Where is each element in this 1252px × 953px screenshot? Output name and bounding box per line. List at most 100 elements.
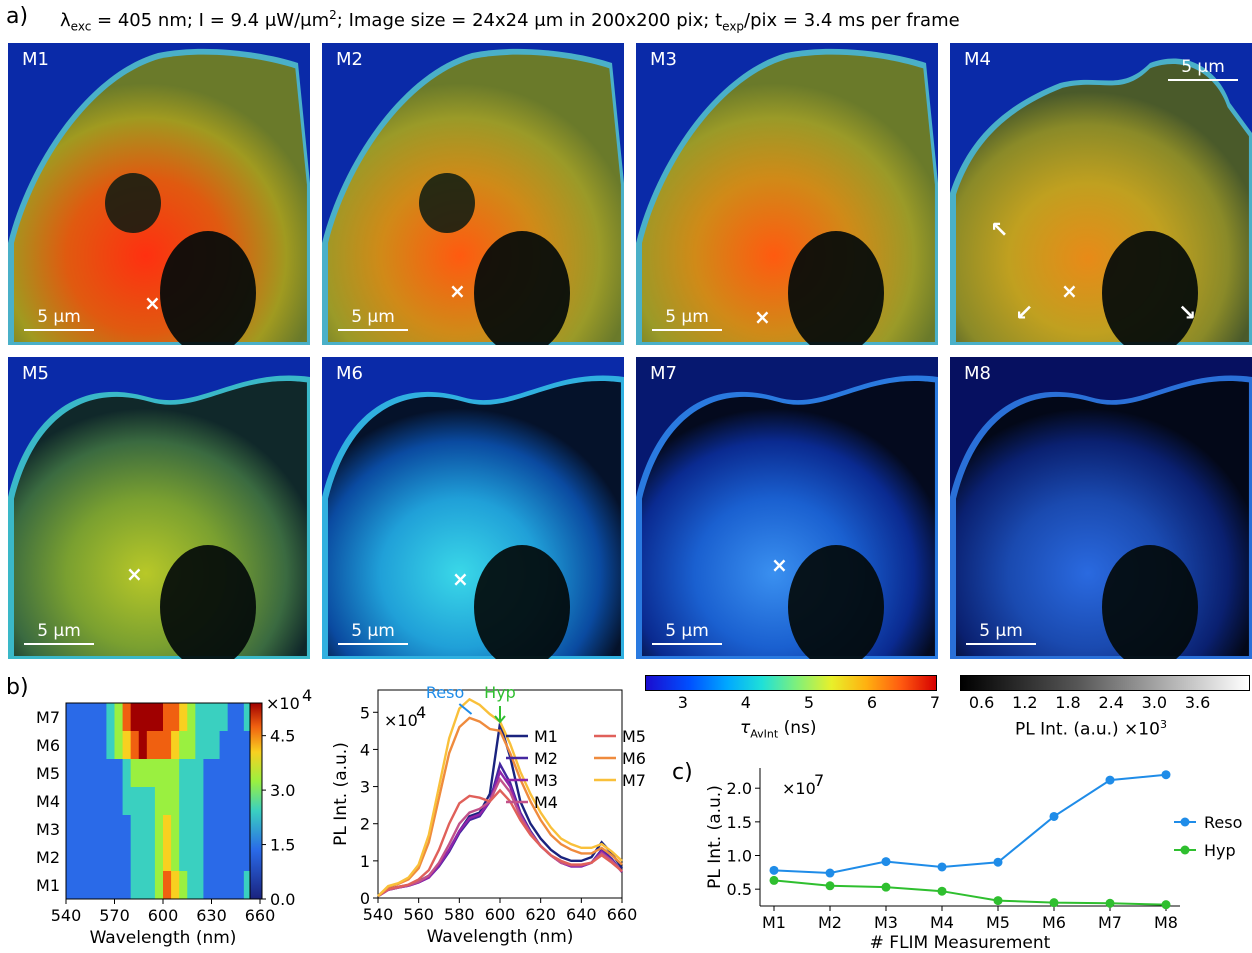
heatmap-cell — [82, 843, 91, 872]
heatmap-cell — [211, 787, 221, 816]
heatmap-cell — [146, 815, 156, 844]
heatmap-cell — [219, 871, 229, 900]
heatmap-colorbar-exponent-power: 4 — [302, 686, 312, 705]
heatmap-cell — [90, 871, 99, 900]
heatmap-cell — [122, 843, 132, 872]
heatmap-cell — [179, 843, 188, 872]
scale-bar: 5 μm — [338, 621, 408, 645]
heatmap-cell — [74, 871, 83, 900]
heatmap-cell — [130, 815, 140, 844]
cross-marker: × — [126, 562, 143, 586]
heatmap-cell — [154, 787, 164, 816]
colorbar-tick-label: 3 — [677, 693, 688, 712]
heatmap-cell — [106, 815, 115, 844]
heatmap-row-label: M4 — [36, 792, 60, 811]
heatmap-cell — [203, 843, 212, 872]
spectral-heatmap: M7 M6 M5 M4 M3 M2 M1 540 570 600 630 660 Wavelength … — [36, 686, 312, 948]
trend-x-tick: M3 — [874, 913, 898, 932]
heatmap-cell — [154, 871, 164, 900]
heatmap-cell — [171, 871, 180, 900]
spectra-y-tick: 1 — [360, 852, 370, 871]
heatmap-cell — [195, 703, 204, 732]
scale-bar: 5 μm — [24, 307, 94, 331]
heatmap-cell — [82, 703, 91, 732]
spectra-x-tick: 600 — [485, 905, 516, 924]
acquisition-header: λexc = 405 nm; I = 9.4 μW/μm2; Image siz… — [60, 8, 960, 34]
heatmap-x-tick: 540 — [51, 906, 82, 925]
trend-y-multiplier-power: 7 — [814, 771, 824, 790]
trend-point-hyp — [1105, 898, 1115, 908]
heatmap-cell — [243, 787, 253, 816]
trend-line-hyp — [773, 879, 1167, 906]
trend-y-tick: 1.5 — [727, 813, 752, 832]
trend-point-reso — [1049, 811, 1059, 821]
trend-point-hyp — [937, 886, 947, 896]
heatmap-cell — [179, 703, 188, 732]
tile-label: M7 — [650, 363, 677, 384]
trend-point-reso — [825, 868, 835, 878]
heatmap-cell — [130, 843, 140, 872]
heatmap-cell — [219, 731, 229, 760]
spectra-x-tick: 620 — [525, 905, 556, 924]
flim-image — [636, 357, 938, 659]
heatmap-cell — [122, 815, 132, 844]
colorbar-tick-label: 2.4 — [1098, 693, 1124, 712]
heatmap-cell — [66, 871, 75, 900]
heatmap-cell — [154, 731, 164, 760]
spectrum-line-m4 — [377, 776, 623, 898]
heatmap-cell — [98, 703, 107, 732]
heatmap-x-tick: 630 — [196, 906, 227, 925]
heatmap-cell — [163, 787, 172, 816]
trend-x-label: # FLIM Measurement — [870, 933, 1051, 953]
heatmap-cell — [98, 787, 107, 816]
trend-y-tick: 2.0 — [727, 779, 752, 798]
heatmap-cell — [90, 731, 99, 760]
panel-label-a: a) — [6, 4, 29, 29]
heatmap-cell — [114, 815, 124, 844]
scale-bar: 5 μm — [652, 307, 722, 331]
spectra-y-multiplier: ×10 — [384, 711, 418, 730]
scale-bar: 5 μm — [1168, 57, 1238, 81]
heatmap-cell — [122, 731, 132, 760]
heatmap-cell — [74, 703, 83, 732]
cross-marker: × — [754, 305, 771, 329]
tile-label: M2 — [336, 49, 363, 70]
trend-legend-label: Reso — [1204, 813, 1242, 832]
heatmap-cell — [171, 731, 180, 760]
heatmap-cell — [179, 871, 188, 900]
trend-point-hyp — [993, 896, 1003, 906]
trend-x-tick: M4 — [930, 913, 954, 932]
heatmap-cell — [179, 759, 188, 788]
heatmap-cell — [171, 703, 180, 732]
tile-label: M8 — [964, 363, 991, 384]
scale-bar: 5 μm — [966, 621, 1036, 645]
heatmap-cell — [187, 815, 196, 844]
flim-image — [8, 357, 310, 659]
trend-x-tick: M5 — [986, 913, 1010, 932]
reso-arrow-icon — [458, 703, 473, 715]
heatmap-cell — [98, 815, 107, 844]
heatmap-cell — [235, 731, 245, 760]
heatmap-cell — [227, 871, 237, 900]
panel-label-b: b) — [6, 675, 29, 700]
heatmap-cell — [219, 815, 229, 844]
trend-y-multiplier: ×10 — [782, 779, 816, 798]
trend-x-tick: M1 — [762, 913, 786, 932]
pl-vs-measurement-chart: M1 M2 M3 M4 M5 M6 M7 M8 0.5 1.0 1.5 2.0 # FLIM Measu… — [705, 768, 1242, 953]
colorbar-tick-label: 6 — [866, 693, 878, 712]
heatmap-cell — [235, 787, 245, 816]
heatmap-cell — [114, 703, 124, 732]
trend-legend-label: Hyp — [1204, 841, 1236, 860]
heatmap-cell — [211, 759, 221, 788]
spectra-x-tick: 640 — [566, 905, 597, 924]
heatmap-cell — [163, 843, 172, 872]
heatmap-cell — [106, 871, 115, 900]
heatmap-cell — [203, 759, 212, 788]
heatmap-cell — [203, 731, 212, 760]
heatmap-row-label: M2 — [36, 848, 60, 867]
heatmap-cell — [146, 843, 156, 872]
heatmap-cell — [171, 787, 180, 816]
flim-tile-m4: M4 5 μm × ↖ ↙ ↘ — [950, 43, 1252, 345]
heatmap-cell — [146, 703, 156, 732]
heatmap-cell — [114, 787, 124, 816]
